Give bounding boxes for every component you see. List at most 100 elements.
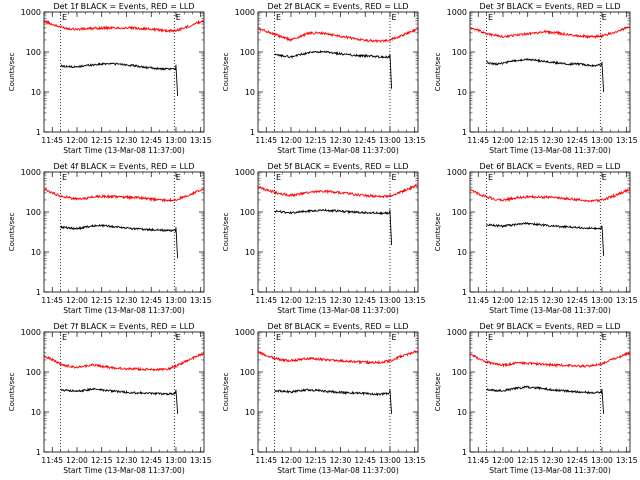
y-axis-label: Counts/sec xyxy=(434,373,442,412)
x-axis-label: Start Time (13-Mar-08 11:37:00) xyxy=(63,306,185,315)
plot-frame xyxy=(469,11,631,133)
event-marker-label: E xyxy=(391,333,396,342)
y-tick-label: 100 xyxy=(240,48,255,57)
lld-series-line xyxy=(470,187,630,203)
event-marker-label: E xyxy=(62,333,67,342)
y-tick-label: 1 xyxy=(36,288,41,297)
chart-panel-5: Det 5f BLACK = Events, RED = LLD Counts/s… xyxy=(222,162,426,315)
x-tick-label: 12:00 xyxy=(280,296,302,305)
event-marker-label: E xyxy=(62,13,67,22)
chart-title: Det 1f BLACK = Events, RED = LLD xyxy=(53,2,194,11)
y-tick-label: 10 xyxy=(245,88,255,97)
events-series-line xyxy=(60,62,179,96)
chart-title: Det 5f BLACK = Events, RED = LLD xyxy=(267,162,408,171)
x-axis-label: Start Time (13-Mar-08 11:37:00) xyxy=(63,466,185,475)
lld-series-line xyxy=(44,19,204,34)
x-tick-label: 12:30 xyxy=(542,136,564,145)
x-axis-label: Start Time (13-Mar-08 11:37:00) xyxy=(277,466,399,475)
x-tick-label: 13:00 xyxy=(591,136,613,145)
x-tick-label: 11:45 xyxy=(41,136,63,145)
x-tick-label: 12:30 xyxy=(542,456,564,465)
chart-panel-1: Det 1f BLACK = Events, RED = LLD Counts/s… xyxy=(8,2,212,155)
x-axis-label: Start Time (13-Mar-08 11:37:00) xyxy=(63,146,185,155)
y-tick-label: 1000 xyxy=(447,328,467,337)
event-marker-label: E xyxy=(62,173,67,182)
y-tick-label: 1000 xyxy=(21,8,41,17)
y-tick-label: 1 xyxy=(250,128,255,137)
chart-panel-4: Det 4f BLACK = Events, RED = LLD Counts/s… xyxy=(8,162,212,315)
event-marker-label: E xyxy=(176,173,181,182)
x-tick-label: 13:15 xyxy=(616,296,638,305)
x-tick-label: 12:45 xyxy=(354,296,376,305)
x-tick-label: 13:00 xyxy=(591,456,613,465)
event-marker-label: E xyxy=(488,333,493,342)
x-tick-label: 12:30 xyxy=(330,456,352,465)
x-tick-label: 12:30 xyxy=(116,456,138,465)
event-marker-label: E xyxy=(391,173,396,182)
x-tick-label: 12:45 xyxy=(354,456,376,465)
events-series-line xyxy=(60,223,179,259)
x-tick-label: 12:15 xyxy=(517,456,539,465)
x-tick-label: 12:00 xyxy=(492,456,514,465)
y-axis-label: Counts/sec xyxy=(434,213,442,252)
lld-series-line xyxy=(44,188,204,203)
chart-panel-2: Det 2f BLACK = Events, RED = LLD Counts/s… xyxy=(222,2,426,155)
x-tick-label: 12:45 xyxy=(566,296,588,305)
y-tick-label: 10 xyxy=(31,248,41,257)
lld-series-line xyxy=(258,184,418,199)
chart-panel-7: Det 7f BLACK = Events, RED = LLD Counts/s… xyxy=(8,322,212,475)
x-tick-label: 13:00 xyxy=(165,296,187,305)
x-tick-label: 11:45 xyxy=(467,136,489,145)
x-tick-label: 11:45 xyxy=(467,456,489,465)
x-tick-label: 13:15 xyxy=(190,296,212,305)
y-tick-label: 10 xyxy=(457,248,467,257)
x-tick-label: 11:45 xyxy=(41,296,63,305)
x-tick-label: 13:15 xyxy=(404,136,426,145)
x-tick-label: 13:00 xyxy=(379,136,401,145)
chart-title: Det 7f BLACK = Events, RED = LLD xyxy=(53,322,194,331)
y-axis-label: Counts/sec xyxy=(8,213,16,252)
lld-series-line xyxy=(44,352,204,372)
chart-title: Det 9f BLACK = Events, RED = LLD xyxy=(479,322,620,331)
plot-frame xyxy=(43,171,205,293)
y-axis-label: Counts/sec xyxy=(8,373,16,412)
events-series-line xyxy=(274,49,393,89)
chart-title: Det 8f BLACK = Events, RED = LLD xyxy=(267,322,408,331)
y-tick-label: 100 xyxy=(452,48,467,57)
chart-title: Det 4f BLACK = Events, RED = LLD xyxy=(53,162,194,171)
y-tick-label: 100 xyxy=(240,368,255,377)
x-tick-label: 11:45 xyxy=(467,296,489,305)
y-tick-label: 10 xyxy=(245,408,255,417)
y-tick-label: 10 xyxy=(31,88,41,97)
lld-series-line xyxy=(258,27,418,43)
events-series-line xyxy=(486,385,605,414)
y-axis-label: Counts/sec xyxy=(222,373,230,412)
x-tick-label: 12:15 xyxy=(305,296,327,305)
y-tick-label: 10 xyxy=(457,88,467,97)
y-tick-label: 1000 xyxy=(21,328,41,337)
x-tick-label: 12:45 xyxy=(140,296,162,305)
y-tick-label: 1 xyxy=(36,128,41,137)
y-tick-label: 1 xyxy=(462,448,467,457)
x-tick-label: 12:30 xyxy=(330,296,352,305)
event-marker-label: E xyxy=(176,13,181,22)
events-series-line xyxy=(274,208,393,245)
x-axis-label: Start Time (13-Mar-08 11:37:00) xyxy=(489,306,611,315)
event-marker-label: E xyxy=(391,13,396,22)
x-tick-label: 12:00 xyxy=(66,296,88,305)
x-tick-label: 12:45 xyxy=(140,136,162,145)
event-marker-label: E xyxy=(602,333,607,342)
x-tick-label: 11:45 xyxy=(255,136,277,145)
x-tick-label: 13:15 xyxy=(190,456,212,465)
plot-frame xyxy=(43,331,205,453)
x-tick-label: 11:45 xyxy=(255,456,277,465)
x-tick-label: 12:15 xyxy=(517,136,539,145)
x-axis-label: Start Time (13-Mar-08 11:37:00) xyxy=(277,306,399,315)
event-marker-label: E xyxy=(488,173,493,182)
x-tick-label: 12:15 xyxy=(305,136,327,145)
y-tick-label: 10 xyxy=(245,248,255,257)
plot-frame xyxy=(257,11,419,133)
chart-panel-9: Det 9f BLACK = Events, RED = LLD Counts/s… xyxy=(434,322,638,475)
